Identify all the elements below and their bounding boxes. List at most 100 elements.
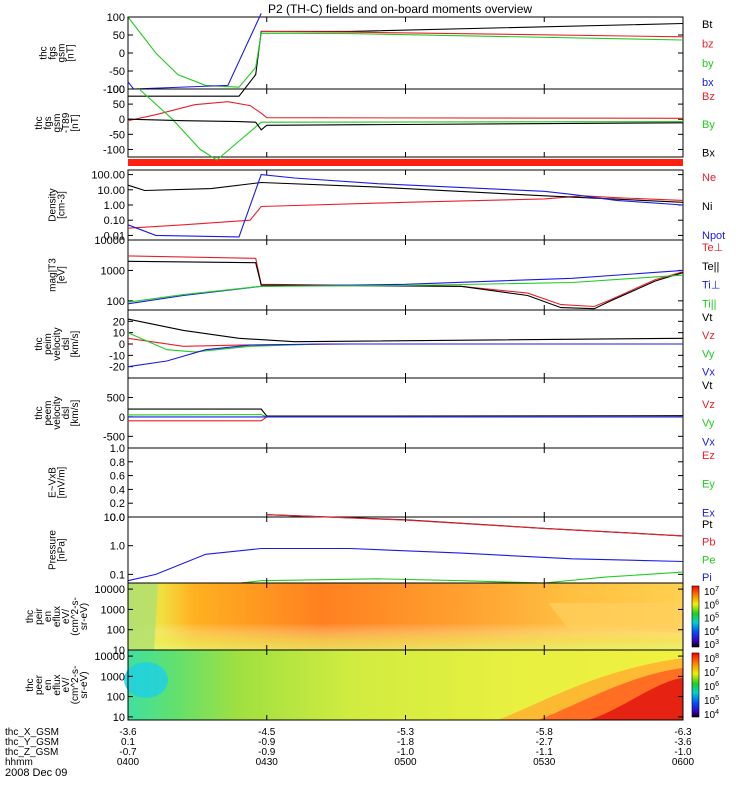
series-line bbox=[261, 30, 684, 38]
y-axis-label: eV/ bbox=[61, 609, 72, 624]
legend-entry: Vy bbox=[702, 418, 715, 430]
colorbar-tick-label: 106 bbox=[704, 599, 719, 611]
series-line bbox=[127, 318, 684, 343]
panel-frame bbox=[127, 16, 684, 90]
y-tick-label: 0 bbox=[119, 339, 125, 351]
panels-group: 100500-50-100thcfgsgsm[nT]Btbzbybx100500… bbox=[25, 12, 725, 724]
date-label: 2008 Dec 09 bbox=[5, 767, 67, 779]
y-tick-label: 0.01 bbox=[104, 230, 125, 242]
y-axis-label: en bbox=[43, 611, 54, 622]
legend-entry: bz bbox=[702, 38, 714, 50]
colorbar-exponent: 5 bbox=[715, 613, 719, 620]
y-axis-label: eflux bbox=[52, 606, 63, 627]
y-axis-label: (cm^2-s- bbox=[70, 666, 81, 705]
y-tick-label: 0 bbox=[119, 114, 125, 126]
y-tick-label: 500 bbox=[107, 392, 125, 404]
colorbar-tick-label: 104 bbox=[704, 709, 719, 721]
series-line bbox=[127, 269, 684, 305]
series-line bbox=[127, 16, 684, 88]
y-tick-label: 0.4 bbox=[110, 484, 125, 496]
x-row-label: thc_X_GSM bbox=[5, 727, 59, 738]
legend-entry: Ni bbox=[702, 201, 712, 213]
y-axis-label: thc bbox=[34, 116, 45, 129]
legend-entry: Vx bbox=[702, 436, 715, 448]
colorbar-exponent: 8 bbox=[715, 653, 719, 660]
series-line bbox=[127, 181, 684, 203]
y-tick-label: -10 bbox=[109, 350, 125, 362]
panel-frame bbox=[127, 447, 684, 518]
legend-entry: Ti|| bbox=[702, 298, 716, 310]
y-tick-label: 1000 bbox=[101, 604, 125, 616]
x-tick-value: -0.9 bbox=[258, 747, 276, 758]
y-tick-label: 1.0 bbox=[110, 541, 125, 553]
y-tick-label: 50 bbox=[113, 30, 125, 42]
y-tick-label: 1.0 bbox=[110, 443, 125, 455]
y-axis-label: (cm^2-s- bbox=[70, 597, 81, 636]
x-tick-value: -1.0 bbox=[674, 747, 692, 758]
x-tick-value: 0500 bbox=[394, 757, 417, 768]
y-axis-label: [eV] bbox=[57, 266, 68, 284]
colorbar-tick-label: 107 bbox=[704, 586, 719, 598]
series-line bbox=[128, 408, 684, 417]
series-line bbox=[266, 514, 684, 537]
colorbar-exponent: 7 bbox=[715, 667, 719, 674]
legend-entry: Ez bbox=[702, 450, 715, 462]
legend-entry: Ti⊥ bbox=[702, 280, 720, 292]
y-tick-label: -50 bbox=[109, 129, 125, 141]
y-tick-label: 1.00 bbox=[104, 200, 125, 212]
legend-entry: Bt bbox=[702, 19, 712, 31]
y-tick-label: 50 bbox=[113, 99, 125, 111]
y-tick-label: 0 bbox=[119, 48, 125, 60]
panel-frame bbox=[127, 516, 684, 584]
y-tick-label: -100 bbox=[103, 144, 125, 156]
y-tick-label: 100 bbox=[107, 296, 125, 308]
colorbar-exponent: 3 bbox=[715, 639, 719, 646]
legend-entry: by bbox=[702, 58, 714, 70]
x-tick-value: 0400 bbox=[117, 757, 140, 768]
legend-entry: Vz bbox=[702, 399, 715, 411]
y-axis-label: peir bbox=[34, 607, 45, 624]
y-tick-label: 10.0 bbox=[104, 512, 125, 524]
y-tick-label: 0.6 bbox=[110, 471, 125, 483]
y-axis-label: peem bbox=[43, 400, 54, 425]
panel-3: 100.00 10.00 1.00 0.10 0.01 Density[cm-3] Ne Ni… bbox=[48, 169, 725, 242]
colorbar-tick-label: 107 bbox=[704, 667, 719, 679]
x-tick-value: -3.6 bbox=[119, 727, 137, 738]
spectrogram-edge-patch bbox=[128, 583, 158, 650]
y-axis-label: dsl bbox=[61, 338, 72, 351]
legend-entry: Pt bbox=[702, 519, 712, 531]
y-tick-label: -500 bbox=[103, 431, 125, 443]
y-axis-label: thc bbox=[25, 610, 36, 623]
spectrogram-cyan-patch bbox=[124, 662, 168, 698]
colorbar-exponent: 4 bbox=[715, 709, 719, 716]
series-line bbox=[127, 547, 684, 582]
colorbar-exponent: 5 bbox=[715, 695, 719, 702]
y-axis-label: eV/ bbox=[61, 677, 72, 692]
legend-entry: Npot bbox=[702, 230, 725, 242]
legend-entry: Ex bbox=[702, 507, 715, 519]
series-line bbox=[127, 260, 684, 310]
y-tick-label: 10 bbox=[113, 645, 125, 657]
y-tick-label: 100 bbox=[107, 84, 125, 96]
spectrogram-high-energy-patch bbox=[548, 603, 683, 633]
series-line bbox=[127, 255, 684, 308]
x-tick-value: 0600 bbox=[672, 757, 695, 768]
colorbar-tick-label: 105 bbox=[704, 695, 719, 707]
colorbar-tick-label: 104 bbox=[704, 626, 719, 638]
colorbar bbox=[691, 585, 700, 648]
y-axis-label: thc bbox=[34, 337, 45, 350]
y-axis-label: [km/s] bbox=[70, 399, 81, 426]
y-axis-label: [cm-3] bbox=[57, 191, 68, 219]
legend-entry: Ne bbox=[702, 172, 716, 184]
legend-entry: Bx bbox=[702, 147, 715, 159]
legend-entry: By bbox=[702, 119, 715, 131]
colorbar-tick-label: 106 bbox=[704, 681, 719, 693]
legend-entry: Pi bbox=[702, 572, 712, 584]
y-axis-label: dsl bbox=[61, 407, 72, 420]
panel-frame bbox=[127, 239, 684, 311]
y-axis-label: [nPa] bbox=[57, 538, 68, 562]
colorbar-exponent: 6 bbox=[715, 599, 719, 606]
y-tick-label: 10000 bbox=[94, 651, 125, 663]
